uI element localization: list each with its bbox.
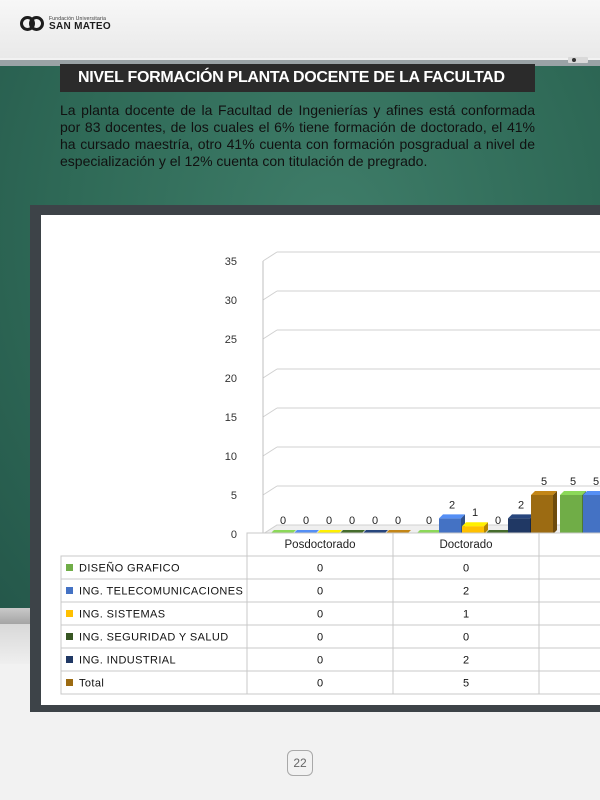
- legend-swatch: [66, 633, 73, 640]
- bar-top: [583, 491, 600, 495]
- table-value: 0: [317, 678, 323, 690]
- header-band: [0, 0, 600, 58]
- brand-tagline: Fundación Universitaria: [49, 15, 107, 22]
- table-value: 0: [317, 586, 323, 598]
- table-value: 0: [317, 655, 323, 667]
- table-value: 0: [317, 632, 323, 644]
- section-heading: NIVEL FORMACIÓN PLANTA DOCENTE DE LA FAC…: [60, 64, 535, 92]
- table-value: 0: [317, 609, 323, 621]
- y-tick-label: 5: [231, 490, 237, 502]
- y-tick-label: 35: [225, 256, 237, 268]
- brand-name: SAN MATEO: [49, 20, 111, 32]
- bar: [531, 495, 553, 534]
- page-number: 22: [287, 750, 313, 776]
- gridline-diag: [262, 290, 278, 301]
- table-value: 2: [463, 586, 469, 598]
- y-tick-label: 20: [225, 373, 237, 385]
- y-tick-label: 0: [231, 529, 237, 541]
- legend-entry: ING. INDUSTRIAL: [79, 655, 176, 667]
- data-label: 0: [326, 515, 332, 527]
- logo-mark-icon: [20, 14, 46, 34]
- intro-paragraph: La planta docente de la Facultad de Inge…: [60, 102, 535, 169]
- data-label: 0: [349, 515, 355, 527]
- legend-swatch: [66, 679, 73, 686]
- y-tick-label: 15: [225, 412, 237, 424]
- data-label: 0: [426, 515, 432, 527]
- bar: [462, 526, 484, 534]
- gridline-diag: [262, 446, 278, 457]
- data-label: 0: [395, 515, 401, 527]
- bar-side: [553, 491, 557, 534]
- legend-swatch: [66, 564, 73, 571]
- bar: [439, 518, 461, 534]
- table-cell: [538, 624, 600, 649]
- brand-logo: Fundación Universitaria SAN MATEO: [20, 14, 111, 34]
- table-value: 1: [463, 609, 469, 621]
- gridline-diag: [262, 251, 278, 262]
- legend-entry: Total: [79, 678, 104, 690]
- table-value: 0: [463, 563, 469, 575]
- data-label: 5: [593, 476, 599, 488]
- table-cell: [538, 647, 600, 672]
- data-label: 1: [472, 507, 478, 519]
- legend-entry: ING. SISTEMAS: [79, 609, 166, 621]
- chalk-eraser-icon: [568, 57, 588, 63]
- y-tick-label: 25: [225, 334, 237, 346]
- gridline-diag: [262, 485, 278, 496]
- bar: [508, 518, 530, 534]
- bar: [583, 495, 600, 534]
- data-label: 0: [280, 515, 286, 527]
- gridline-diag: [262, 407, 278, 418]
- y-tick-label: 10: [225, 451, 237, 463]
- table-value: 0: [463, 632, 469, 644]
- legend-swatch: [66, 587, 73, 594]
- legend-entry: ING. SEGURIDAD Y SALUD: [79, 632, 229, 644]
- data-label: 5: [541, 476, 547, 488]
- table-header-cell: [538, 532, 600, 557]
- table-cell: [538, 601, 600, 626]
- bar-top: [531, 491, 557, 495]
- table-cell: [538, 670, 600, 695]
- table-value: 5: [463, 678, 469, 690]
- bar-top: [560, 491, 586, 495]
- data-label: 0: [303, 515, 309, 527]
- chart-container: 0 5 10 15 20 25 30 35 0 0 0 0 0 0 0 2 1 0 2 5 5 5 Posdoctorado…: [41, 215, 600, 705]
- bar-side: [484, 522, 488, 534]
- bar: [560, 495, 582, 534]
- legend-swatch: [66, 656, 73, 663]
- category-label: Doctorado: [439, 539, 492, 551]
- data-label: 5: [570, 476, 576, 488]
- legend-entry: DISEÑO GRAFICO: [79, 562, 180, 575]
- table-cell: [538, 555, 600, 580]
- gridline-diag: [262, 368, 278, 379]
- table-value: 2: [463, 655, 469, 667]
- legend-swatch: [66, 610, 73, 617]
- data-label: 2: [449, 499, 455, 511]
- gridline-diag: [262, 329, 278, 340]
- data-label: 0: [495, 515, 501, 527]
- data-label: 0: [372, 515, 378, 527]
- bar-top: [462, 522, 488, 527]
- data-label: 2: [518, 499, 524, 511]
- category-label: Posdoctorado: [285, 539, 356, 551]
- table-value: 0: [317, 563, 323, 575]
- bar-top: [508, 514, 534, 519]
- bar-top: [439, 514, 465, 519]
- table-cell: [538, 578, 600, 603]
- legend-entry: ING. TELECOMUNICACIONES: [79, 586, 243, 598]
- y-tick-label: 30: [225, 295, 237, 307]
